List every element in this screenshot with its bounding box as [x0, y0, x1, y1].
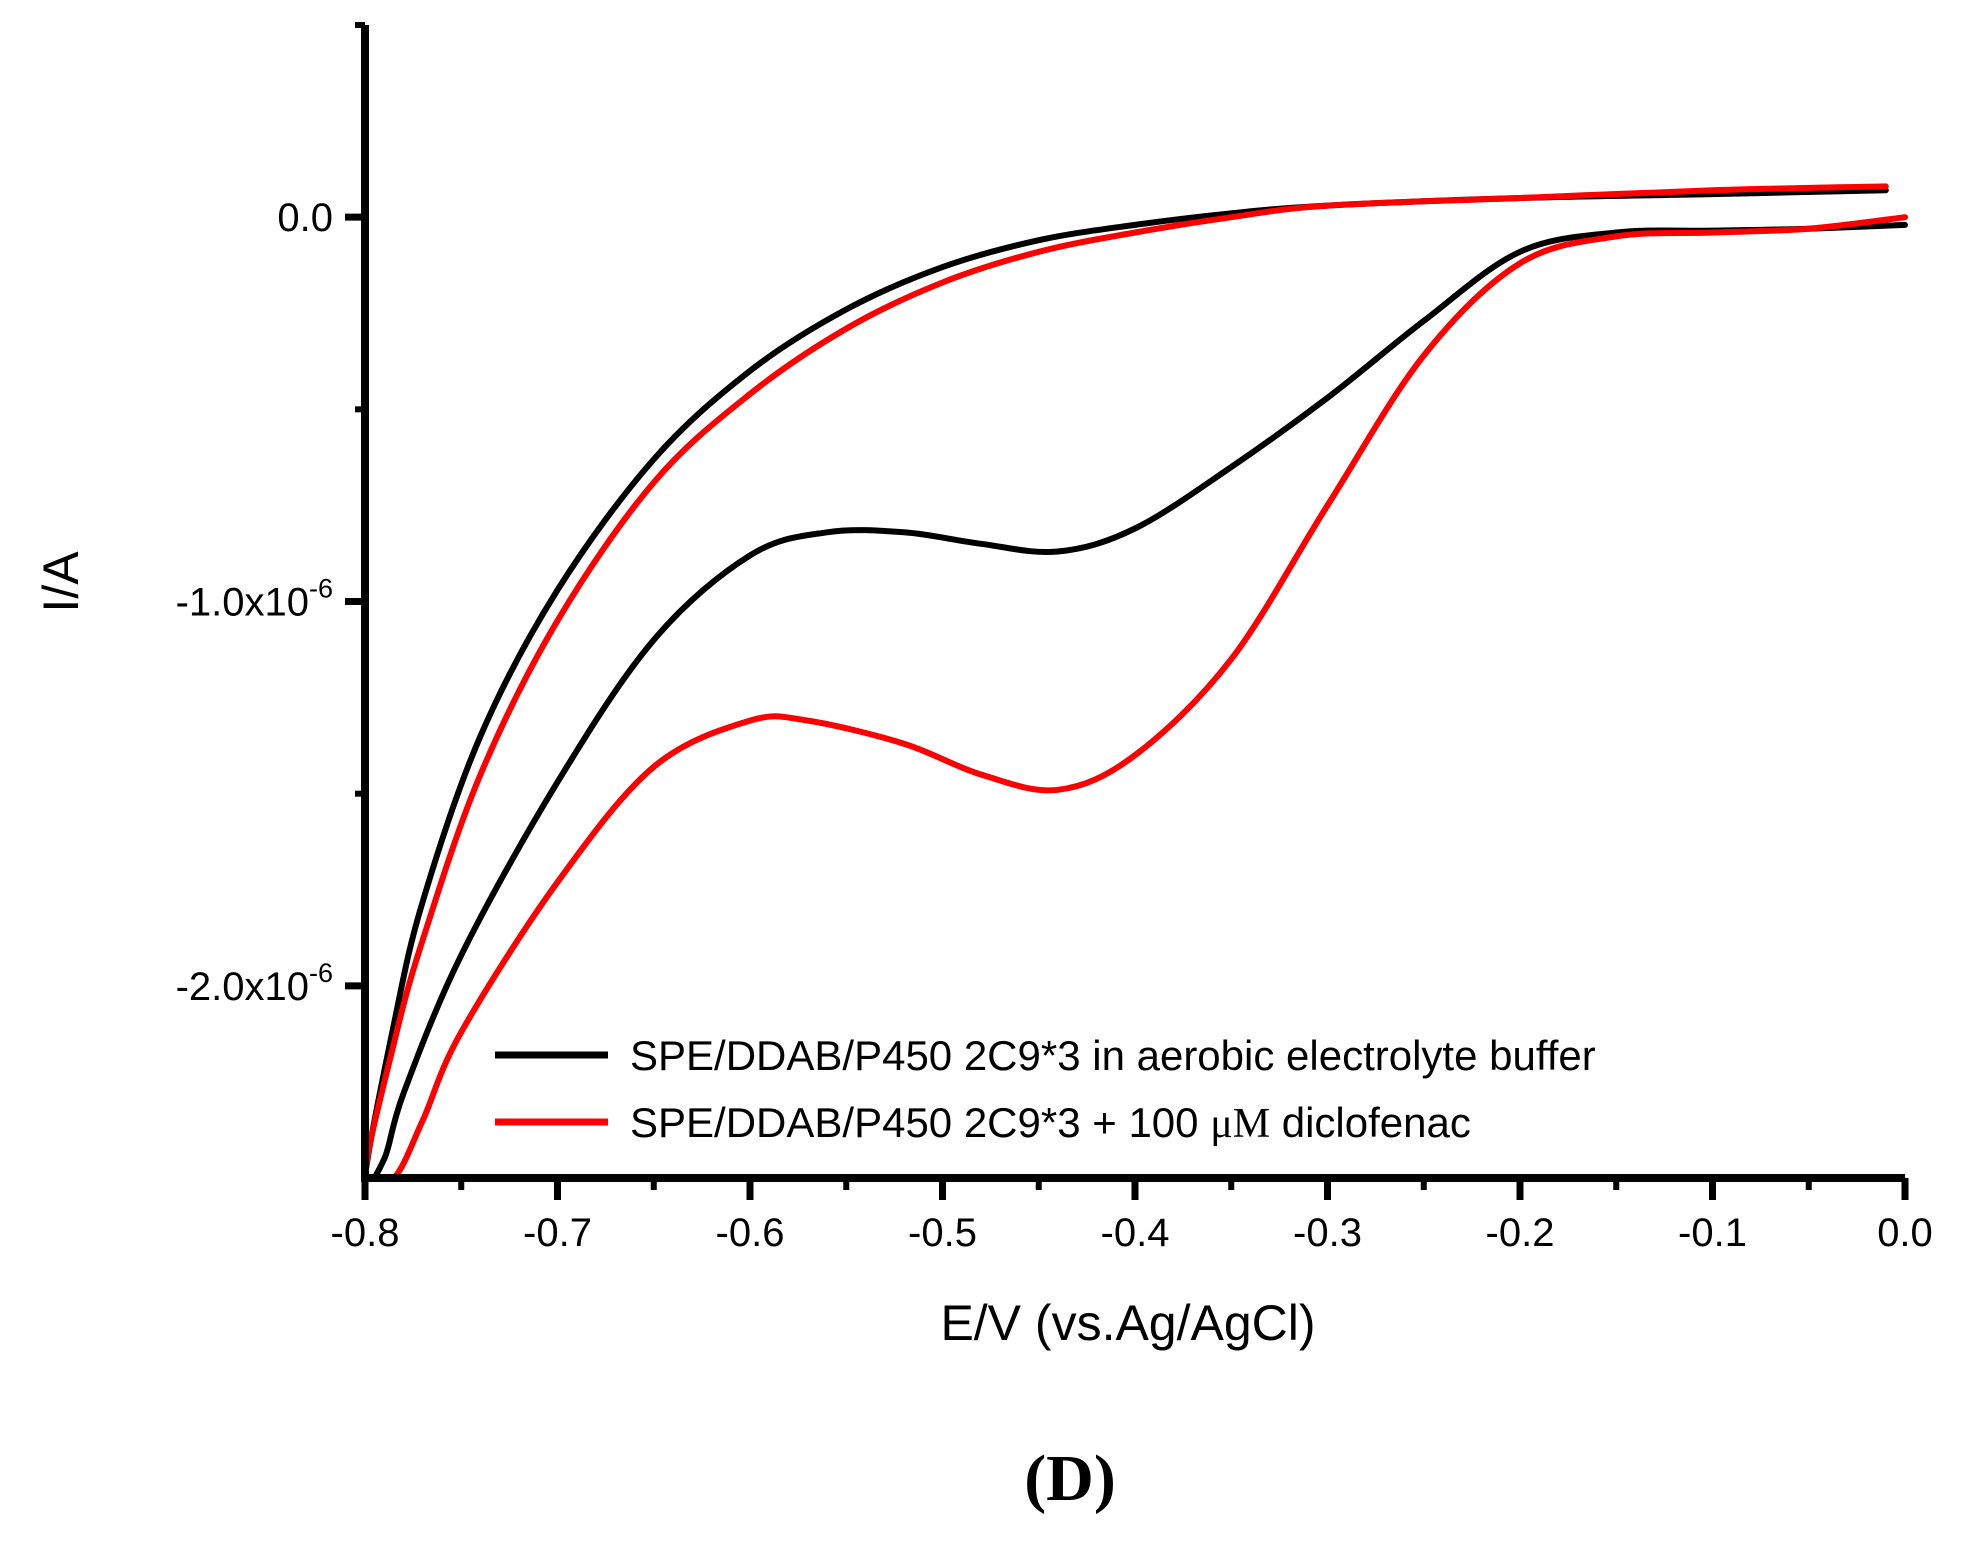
y-ticks: 0.0-1.0x10-6-2.0x10-6: [176, 22, 365, 1009]
x-tick-label: 0.0: [1877, 1211, 1933, 1255]
y-tick-mantissa: -2.0x10: [176, 965, 309, 1009]
y-tick-mantissa: 0.0: [277, 196, 333, 240]
x-tick-label: -0.5: [908, 1211, 977, 1255]
x-ticks: -0.8 -0.7 -0.6 -0.5 -0.4 -0.3 -0.2 -0.1 0.0: [331, 1178, 1933, 1255]
plot-area: [365, 183, 1908, 1178]
x-tick-label: -0.2: [1486, 1211, 1555, 1255]
x-axis-title: E/V (vs.Ag/AgCl): [940, 1295, 1315, 1351]
legend-label-1: SPE/DDAB/P450 2C9*3 in aerobic electroly…: [630, 1032, 1596, 1079]
legend-label-part: SPE/DDAB/P450 2C9*3 in aerobic electroly…: [630, 1032, 1596, 1079]
y-axis-title: I/A: [33, 551, 89, 613]
y-tick-exponent: -6: [309, 574, 333, 604]
y-tick-exponent: -6: [309, 958, 333, 988]
y-tick-label: 0.0: [277, 196, 333, 240]
x-tick-label: -0.3: [1293, 1211, 1362, 1255]
x-tick-label: -0.1: [1678, 1211, 1747, 1255]
series-line-2: [365, 183, 1908, 1178]
series-line-1: [365, 187, 1908, 1178]
y-tick-label: -1.0x10-6: [176, 574, 333, 625]
x-tick-label: -0.7: [523, 1211, 592, 1255]
legend: SPE/DDAB/P450 2C9*3 in aerobic electroly…: [495, 1032, 1596, 1147]
legend-label-2: SPE/DDAB/P450 2C9*3 + 100 μM diclofenac: [630, 1099, 1471, 1147]
legend-label-part: SPE/DDAB/P450 2C9*3 + 100: [630, 1099, 1210, 1146]
axes: [361, 25, 1905, 1182]
x-tick-label: -0.4: [1101, 1211, 1170, 1255]
panel-label: (D): [1024, 1442, 1116, 1515]
y-tick-label: -2.0x10-6: [176, 958, 333, 1009]
legend-label-part: diclofenac: [1270, 1099, 1471, 1146]
x-tick-label: -0.8: [331, 1211, 400, 1255]
x-tick-label: -0.6: [716, 1211, 785, 1255]
y-tick-mantissa: -1.0x10: [176, 581, 309, 625]
legend-label-part: μM: [1210, 1101, 1270, 1147]
